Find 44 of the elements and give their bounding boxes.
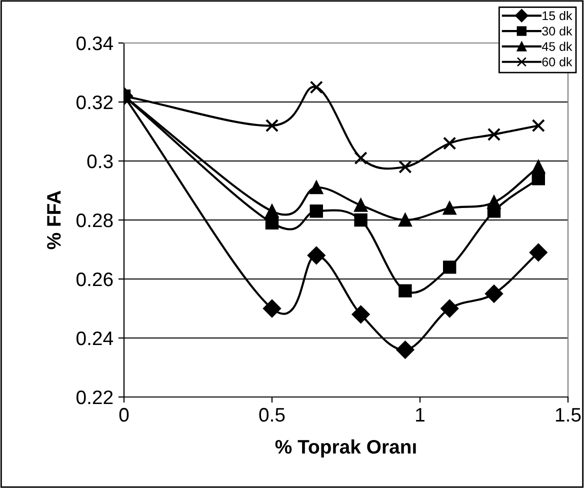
point	[354, 213, 368, 227]
point	[308, 246, 326, 264]
point	[487, 196, 501, 209]
y-tick-label: 0.32	[76, 95, 113, 110]
point	[265, 204, 279, 218]
x-tick-label: 0	[119, 408, 129, 422]
point	[310, 180, 323, 194]
y-tick-label: 0.22	[76, 390, 113, 404]
y-axis-title: % FFA	[47, 190, 61, 250]
legend-label: 30 dk	[542, 26, 572, 36]
y-tick-label: 0.28	[76, 213, 113, 228]
point	[530, 244, 548, 262]
legend-label: 15 dk	[542, 10, 572, 20]
point	[485, 284, 503, 303]
point	[487, 128, 501, 142]
x-tick-label: 1	[416, 408, 424, 422]
x-axis-title: % Toprak Oranı	[275, 439, 416, 458]
x-tick-label: 1.5	[556, 408, 581, 422]
point	[352, 306, 370, 324]
point	[443, 260, 456, 274]
point	[354, 151, 368, 165]
x-tick-label: 0.5	[259, 408, 285, 422]
point	[398, 284, 412, 298]
point	[443, 202, 456, 215]
point	[532, 172, 545, 186]
y-tick-label: 0.26	[76, 272, 113, 286]
point	[398, 213, 412, 227]
legend-label: 45 dk	[542, 42, 572, 51]
point	[263, 300, 281, 318]
point	[310, 204, 323, 218]
y-tick-label: 0.3	[87, 154, 113, 168]
point	[354, 198, 368, 212]
point	[265, 216, 279, 230]
y-tick-label: 0.24	[76, 331, 114, 346]
point	[443, 136, 456, 150]
point	[532, 119, 545, 132]
point	[265, 119, 279, 132]
point	[440, 300, 458, 318]
point	[532, 160, 545, 174]
point	[396, 340, 414, 359]
y-tick-label: 0.34	[76, 36, 114, 50]
legend-label: 60 dk	[542, 57, 572, 66]
point	[398, 160, 412, 174]
point	[310, 80, 323, 94]
